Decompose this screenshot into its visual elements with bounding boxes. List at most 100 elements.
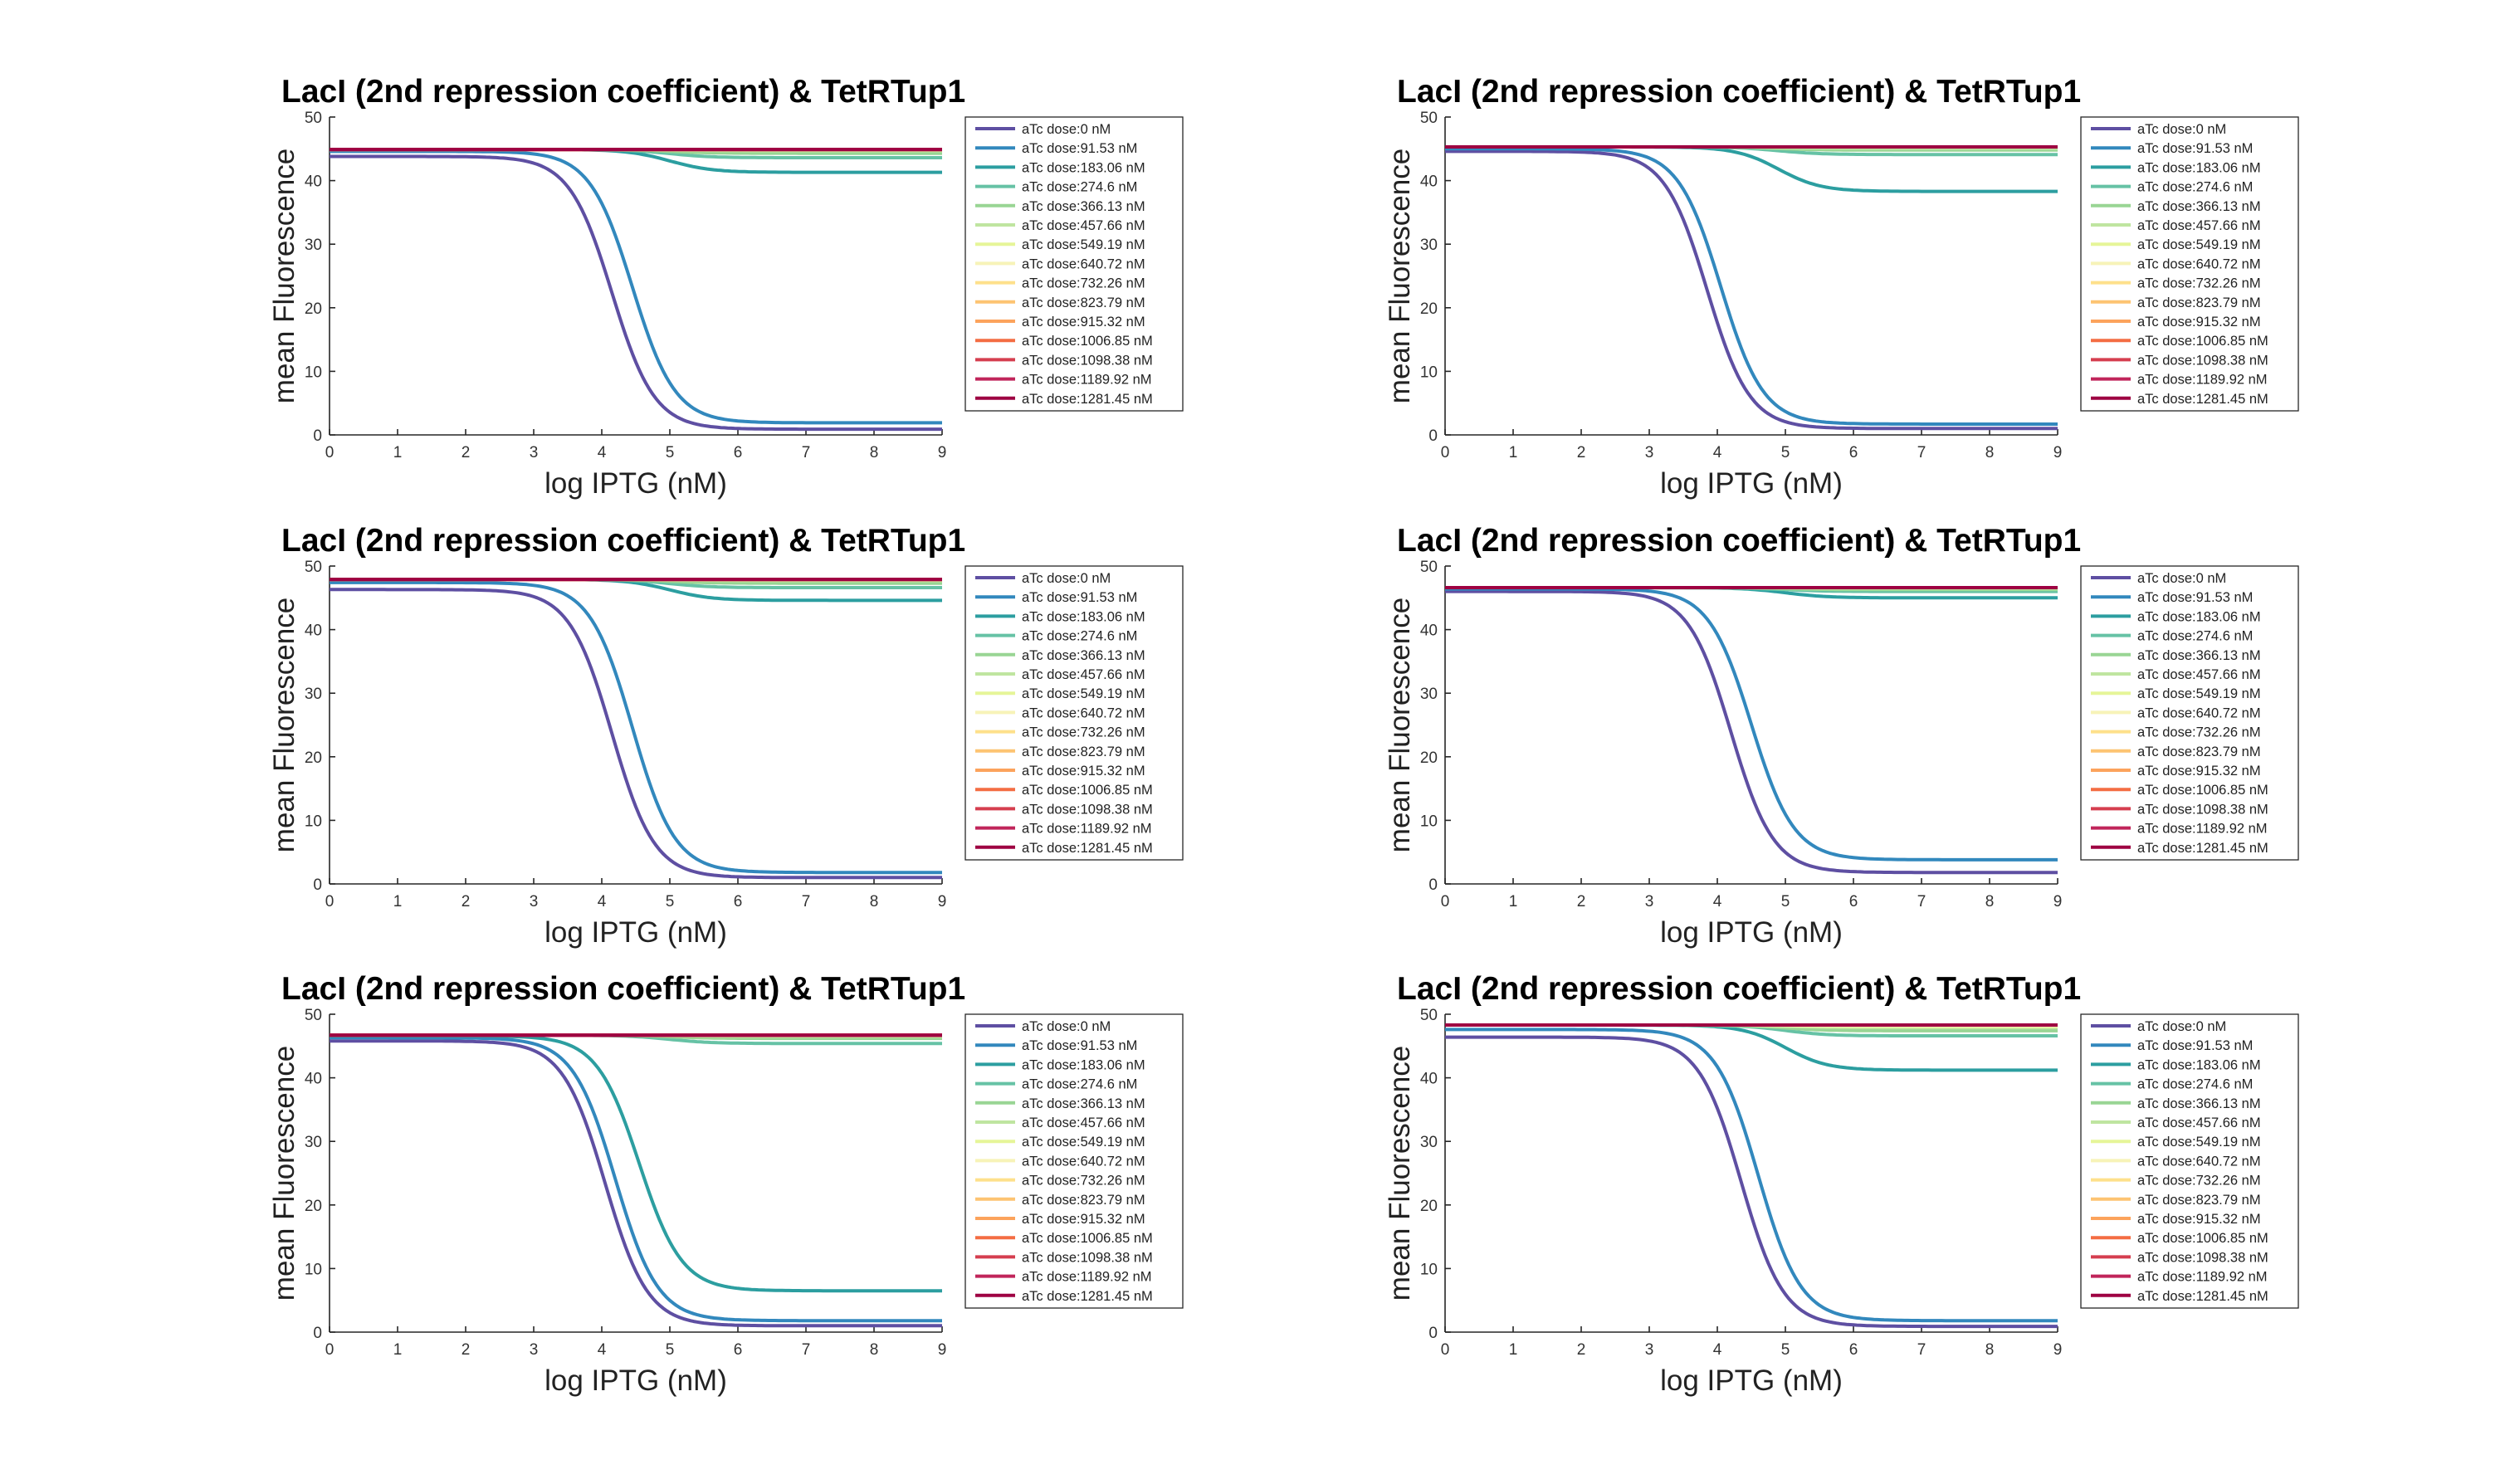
series-line-1 bbox=[330, 154, 942, 432]
y-axis-label: mean Fluorescence bbox=[1384, 598, 1416, 852]
legend-entry-label: aTc dose:457.66 nM bbox=[1022, 218, 1145, 233]
legend-entry-label: aTc dose:1281.45 nM bbox=[2137, 1289, 2268, 1304]
legend-entry-label: aTc dose:0 nM bbox=[2137, 1019, 2226, 1034]
x-tick-label: 4 bbox=[598, 893, 607, 910]
y-tick-label: 0 bbox=[1428, 876, 1438, 894]
x-tick-label: 0 bbox=[1441, 1341, 1450, 1359]
y-tick-label: 10 bbox=[305, 813, 322, 830]
legend-entry-label: aTc dose:823.79 nM bbox=[2137, 1193, 2261, 1208]
legend-entry-label: aTc dose:366.13 nM bbox=[1022, 1096, 1145, 1111]
legend-entry-label: aTc dose:823.79 nM bbox=[2137, 295, 2261, 310]
legend-entry-label: aTc dose:183.06 nM bbox=[2137, 1057, 2261, 1072]
series-line-1 bbox=[1445, 1035, 2058, 1329]
legend-entry-label: aTc dose:732.26 nM bbox=[1022, 1174, 1145, 1189]
legend-entry-label: aTc dose:457.66 nM bbox=[2137, 218, 2261, 233]
x-tick-label: 6 bbox=[1849, 444, 1858, 461]
y-axis-label: mean Fluorescence bbox=[1384, 149, 1416, 403]
x-axis-label: log IPTG (nM) bbox=[1660, 467, 1843, 500]
x-tick-label: 8 bbox=[870, 444, 879, 461]
legend-entry-label: aTc dose:91.53 nM bbox=[1022, 141, 1137, 156]
x-axis-label: log IPTG (nM) bbox=[1660, 916, 1843, 949]
legend: aTc dose:0 nM aTc dose:91.53 nM aTc dose:1… bbox=[2080, 565, 2299, 861]
series-line-2 bbox=[330, 1036, 942, 1323]
y-tick-label: 40 bbox=[1420, 622, 1438, 640]
legend-entry-label: aTc dose:0 nM bbox=[1022, 571, 1111, 586]
legend-entry-label: aTc dose:1281.45 nM bbox=[2137, 841, 2268, 856]
x-tick-label: 7 bbox=[802, 1341, 811, 1359]
legend-entry-label: aTc dose:915.32 nM bbox=[2137, 1212, 2261, 1227]
y-tick-label: 10 bbox=[1420, 364, 1438, 381]
x-tick-label: 7 bbox=[1917, 893, 1926, 910]
legend-entry-label: aTc dose:274.6 nM bbox=[2137, 629, 2253, 644]
legend-entry-label: aTc dose:274.6 nM bbox=[1022, 629, 1137, 644]
series-lines bbox=[1445, 586, 2058, 875]
legend-entry-label: aTc dose:0 nM bbox=[2137, 571, 2226, 586]
y-axis-label: mean Fluorescence bbox=[268, 598, 300, 852]
legend-entry-label: aTc dose:1098.38 nM bbox=[1022, 353, 1153, 368]
legend-entry-label: aTc dose:91.53 nM bbox=[1022, 1038, 1137, 1053]
y-tick-label: 20 bbox=[1420, 749, 1438, 767]
y-tick-label: 10 bbox=[1420, 1261, 1438, 1278]
x-tick-label: 5 bbox=[1781, 893, 1790, 910]
legend-entry-label: aTc dose:183.06 nM bbox=[1022, 1057, 1145, 1072]
x-tick-label: 0 bbox=[325, 1341, 335, 1359]
x-tick-label: 5 bbox=[1781, 444, 1790, 461]
y-tick-label: 0 bbox=[313, 1325, 322, 1342]
legend-entry-label: aTc dose:1281.45 nM bbox=[2137, 392, 2268, 407]
legend-entry-label: aTc dose:823.79 nM bbox=[2137, 744, 2261, 759]
x-tick-label: 0 bbox=[325, 893, 335, 910]
y-tick-label: 40 bbox=[1420, 1071, 1438, 1088]
series-line-1 bbox=[1445, 589, 2058, 875]
legend-entry-label: aTc dose:274.6 nM bbox=[1022, 180, 1137, 195]
subplot-1: LacI (2nd repression coefficient) & TetR… bbox=[268, 74, 1184, 500]
y-tick-label: 50 bbox=[1420, 559, 1438, 576]
legend-entry-label: aTc dose:457.66 nM bbox=[2137, 1115, 2261, 1130]
legend-entry-label: aTc dose:1098.38 nM bbox=[2137, 353, 2268, 368]
x-tick-label: 9 bbox=[938, 1341, 947, 1359]
x-tick-label: 3 bbox=[530, 444, 539, 461]
x-tick-label: 2 bbox=[461, 1341, 471, 1359]
x-tick-label: 7 bbox=[802, 444, 811, 461]
y-tick-label: 30 bbox=[305, 686, 322, 703]
legend-entry-label: aTc dose:1189.92 nM bbox=[2137, 1270, 2268, 1285]
series-lines bbox=[330, 578, 942, 880]
y-tick-label: 40 bbox=[305, 622, 322, 640]
x-tick-label: 6 bbox=[734, 444, 743, 461]
legend-entry-label: aTc dose:1098.38 nM bbox=[2137, 802, 2268, 817]
x-tick-label: 1 bbox=[1509, 444, 1518, 461]
x-tick-label: 5 bbox=[666, 444, 675, 461]
legend-entry-label: aTc dose:549.19 nM bbox=[2137, 237, 2261, 252]
y-tick-label: 40 bbox=[1420, 173, 1438, 191]
x-tick-label: 2 bbox=[461, 444, 471, 461]
legend-entry-label: aTc dose:823.79 nM bbox=[1022, 1193, 1145, 1208]
y-tick-label: 30 bbox=[305, 1134, 322, 1151]
x-tick-label: 3 bbox=[1645, 444, 1654, 461]
x-axis-label: log IPTG (nM) bbox=[544, 916, 727, 949]
subplot-3: LacI (2nd repression coefficient) & TetR… bbox=[268, 523, 1184, 949]
y-tick-label: 10 bbox=[305, 1261, 322, 1278]
legend-entry-label: aTc dose:1281.45 nM bbox=[1022, 1289, 1153, 1304]
y-tick-label: 20 bbox=[1420, 300, 1438, 318]
y-tick-label: 40 bbox=[305, 173, 322, 191]
legend-entry-label: aTc dose:1189.92 nM bbox=[1022, 1270, 1152, 1285]
x-tick-label: 9 bbox=[2053, 444, 2063, 461]
legend-entry-label: aTc dose:1189.92 nM bbox=[2137, 373, 2268, 388]
subplot-4: LacI (2nd repression coefficient) & TetR… bbox=[1384, 523, 2299, 949]
subplot-5: LacI (2nd repression coefficient) & TetR… bbox=[268, 971, 1184, 1397]
legend-entry-label: aTc dose:915.32 nM bbox=[1022, 1212, 1145, 1227]
x-tick-label: 3 bbox=[530, 893, 539, 910]
y-tick-label: 0 bbox=[313, 876, 322, 894]
x-tick-label: 4 bbox=[1713, 444, 1722, 461]
legend-entry-label: aTc dose:549.19 nM bbox=[2137, 686, 2261, 701]
x-tick-label: 5 bbox=[666, 1341, 675, 1359]
x-tick-label: 3 bbox=[530, 1341, 539, 1359]
subplot-2: LacI (2nd repression coefficient) & TetR… bbox=[1384, 74, 2299, 500]
legend-entry-label: aTc dose:457.66 nM bbox=[2137, 667, 2261, 682]
x-tick-label: 3 bbox=[1645, 893, 1654, 910]
legend-entry-label: aTc dose:274.6 nM bbox=[1022, 1077, 1137, 1092]
x-tick-label: 1 bbox=[393, 1341, 403, 1359]
legend-entry-label: aTc dose:366.13 nM bbox=[2137, 199, 2261, 214]
y-tick-label: 0 bbox=[1428, 427, 1438, 445]
x-tick-label: 0 bbox=[325, 444, 335, 461]
legend-entry-label: aTc dose:274.6 nM bbox=[2137, 180, 2253, 195]
